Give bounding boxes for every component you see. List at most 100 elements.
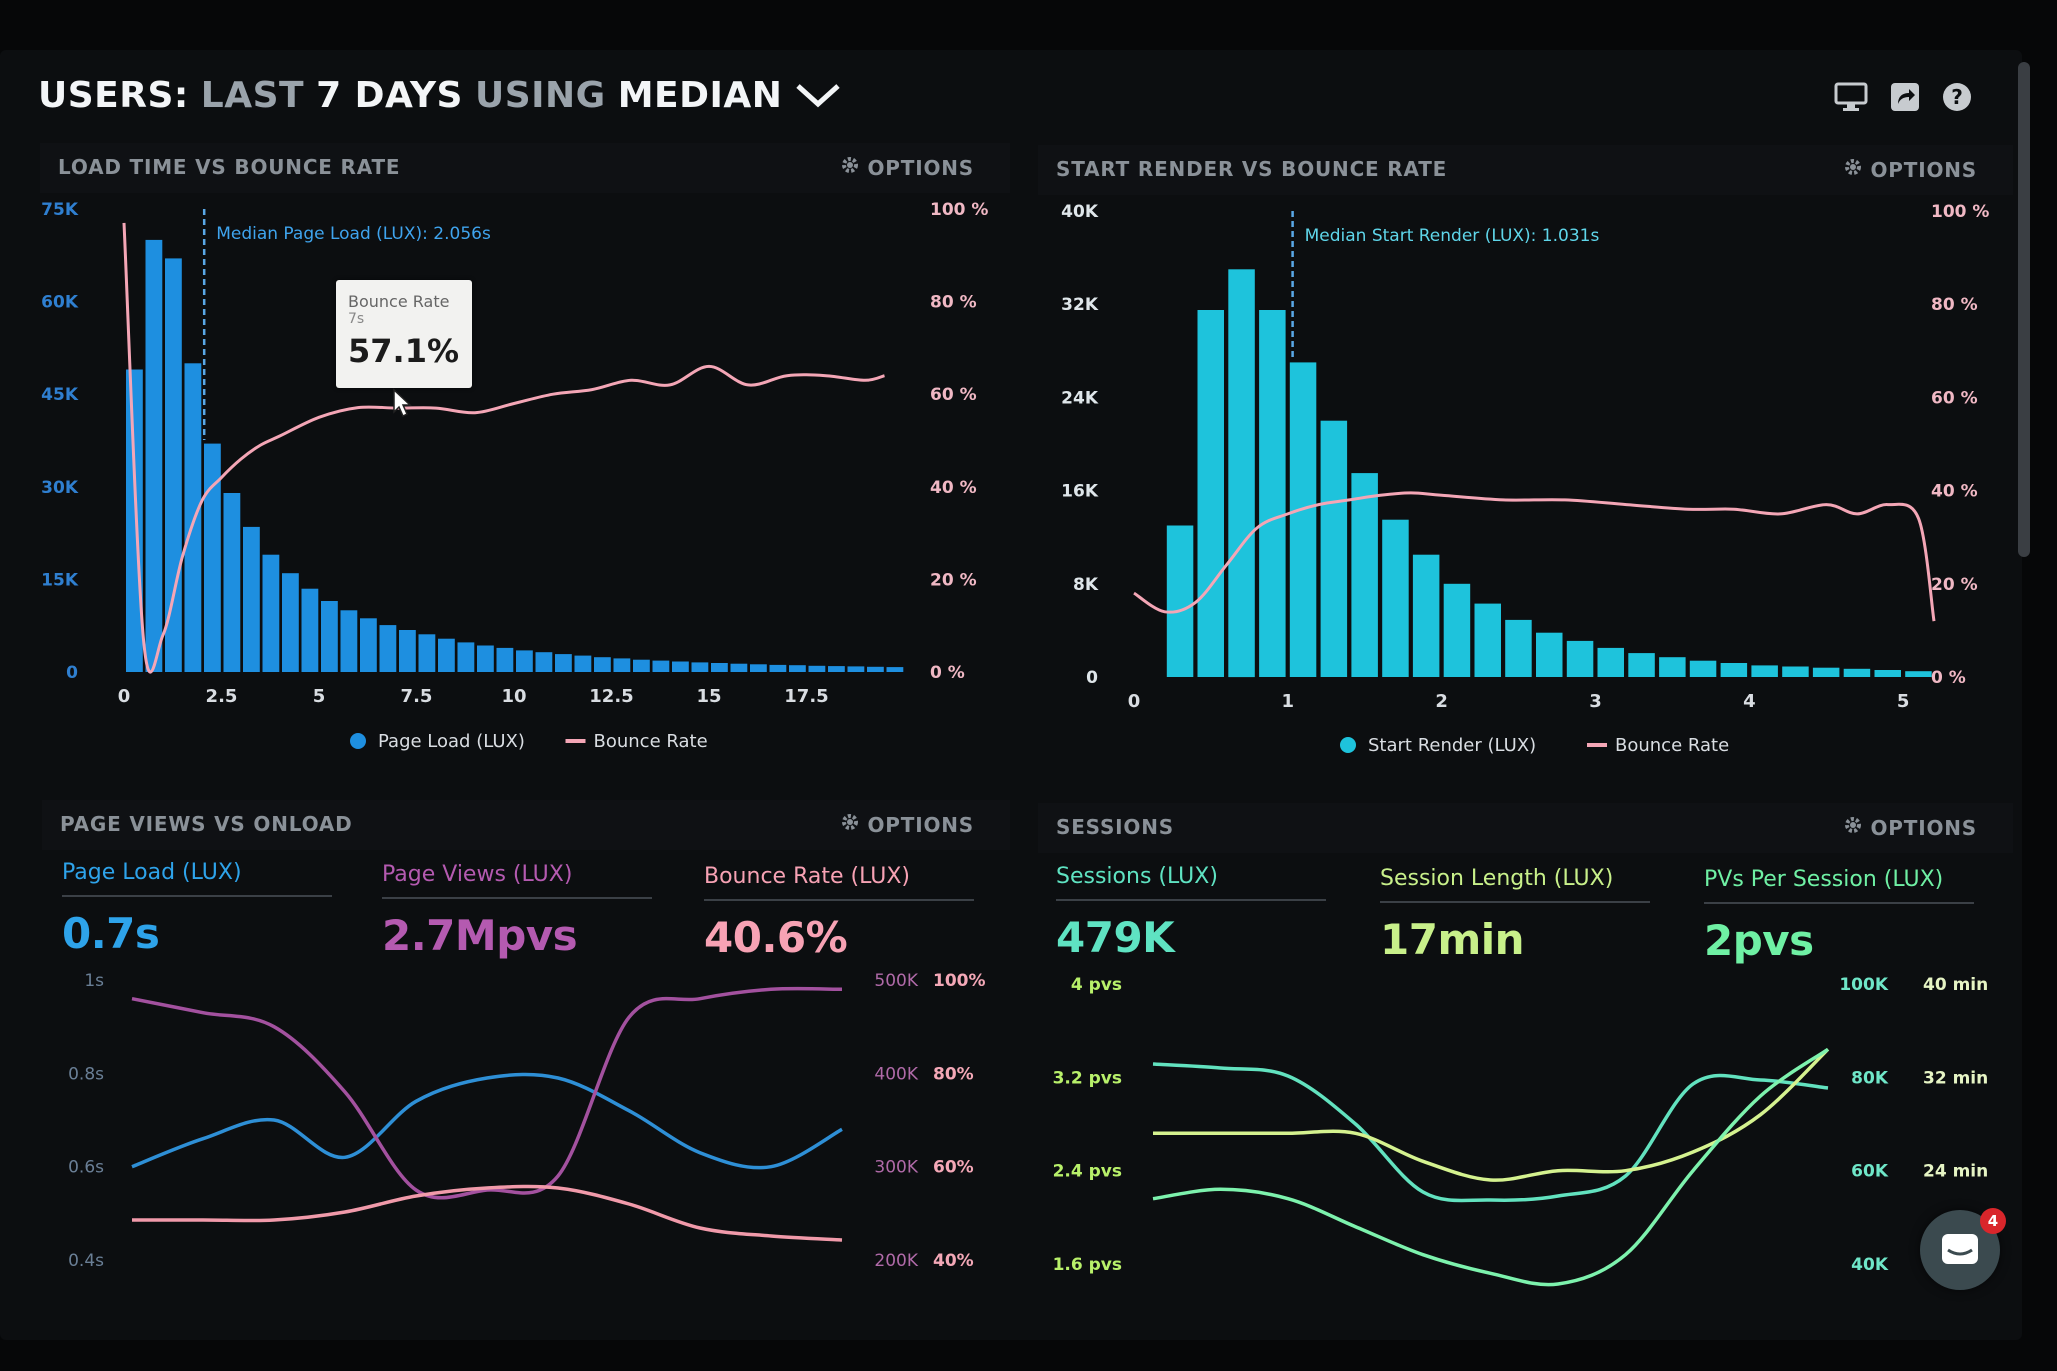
histogram-bar [1228,269,1255,678]
histogram-bar [496,647,514,672]
histogram-bar [418,634,436,672]
stat-session-length: Session Length (LUX) 17min [1380,866,1650,964]
y2-tick-label: 60 % [1931,388,1978,408]
help-icon[interactable]: ? [1942,82,1972,116]
histogram-bar [672,661,689,672]
x-tick-label: 4 [1743,691,1756,712]
x-tick-label: 12.5 [589,686,633,707]
histogram-bar [1382,519,1409,677]
histogram-bar [399,630,416,672]
options-button[interactable]: OPTIONS [840,812,975,837]
histogram-bar [1259,310,1286,677]
x-tick-label: 10 [501,686,526,707]
y-tick-label: 60K [1851,1162,1889,1182]
histogram-bar [1905,671,1932,677]
histogram-bar [750,664,767,672]
histogram-bar [204,443,221,672]
histogram-bar [243,526,260,672]
legend-label: Start Render (LUX) [1368,735,1536,756]
x-tick-label: 0 [1128,691,1141,712]
histogram-bar [535,652,553,672]
y-tick-label: 32 min [1923,1068,1988,1088]
series-line [1152,1047,1829,1287]
options-label: OPTIONS [1870,815,1977,840]
monitor-icon[interactable] [1834,82,1868,116]
y-tick-label: 16K [1061,482,1099,502]
top-toolbar: ? [1834,82,1972,116]
tooltip-value: 57.1% [348,332,460,370]
stat-label: Bounce Rate (LUX) [704,864,974,901]
y-tick-label: 0.4s [68,1251,104,1271]
title-period: LAST [200,74,305,116]
cursor-icon [393,388,412,418]
options-label: OPTIONS [867,155,974,180]
page-title[interactable]: USERS: LAST 7 DAYS USING MEDIAN [38,70,842,120]
panel-header: SESSIONS OPTIONS [1038,803,2013,853]
chart-page-views-onload: 1s 0.8s 0.6s 0.4s 500K 400K 300K 200K 100% 80% 60%… [68,971,986,1271]
stat-page-load: Page Load (LUX) 0.7s [62,860,332,958]
histogram-bar [1443,583,1471,677]
histogram-bar [457,642,475,672]
dashboard-screen [0,50,2022,1340]
histogram-bar [1536,632,1563,677]
histogram-bar [223,493,241,672]
histogram-bar [1874,670,1901,677]
histogram-bar [165,258,182,672]
chart-load-time-bounce: 0 15K 30K 45K 60K 75K 0 % 20 % 40 % 60 % 80 % 100 %… [41,200,988,752]
y-tick-label: 0.8s [68,1064,104,1084]
x-tick-label: 3 [1589,691,1602,712]
title-days: 7 DAYS [316,74,463,116]
x-tick-label: 17.5 [784,686,828,707]
y-tick-label: 2.4 pvs [1053,1162,1122,1182]
histogram-bar [730,663,748,672]
histogram-bar [1659,657,1686,677]
y-tick-label: 1.6 pvs [1053,1255,1122,1275]
scrollbar[interactable] [2018,62,2030,557]
options-button[interactable]: OPTIONS [1843,815,1978,840]
histogram-bar [828,666,845,672]
median-label: Median Page Load (LUX): 2.056s [216,224,491,244]
y-tick-label: 60% [933,1158,974,1178]
options-button[interactable]: OPTIONS [840,155,975,180]
histogram-bar [516,650,533,672]
histogram-bar [1782,666,1809,677]
chart-start-render-bounce: 0 8K 16K 24K 32K 40K 0 % 20 % 40 % 60 % 80 % 100 % 0… [1061,202,1989,756]
histogram-bar [789,665,806,672]
stat-pvs-per-session: PVs Per Session (LUX) 2pvs [1704,867,1974,965]
y-tick-label: 40% [933,1251,974,1271]
title-stat: MEDIAN [617,74,783,116]
series-line [1152,1062,1829,1203]
histogram-bar [711,663,728,672]
panel-page-views: PAGE VIEWS VS ONLOAD OPTIONS [42,800,1010,1320]
y-tick-label: 45K [41,385,79,405]
x-tick-label: 0 [118,686,131,707]
histogram-bar [1689,660,1717,677]
histogram-bar [652,660,670,672]
share-icon[interactable] [1890,82,1920,116]
x-tick-label: 15 [696,686,721,707]
median-label: Median Start Render (LUX): 1.031s [1305,226,1600,246]
gear-icon [840,812,860,837]
histogram-bar [594,657,611,672]
y2-tick-label: 40 % [1931,482,1978,502]
y-tick-label: 24K [1061,388,1099,408]
legend-label: Bounce Rate [1615,735,1729,756]
histogram-bar [808,665,826,672]
histogram-bar [438,638,455,672]
x-tick-label: 7.5 [401,686,433,707]
y-tick-label: 8K [1073,575,1099,595]
panel-header: LOAD TIME VS BOUNCE RATE OPTIONS [40,143,1010,193]
y-tick-label: 80% [933,1064,974,1084]
histogram-bar [1597,647,1624,677]
svg-text:?: ? [1951,85,1963,109]
options-button[interactable]: OPTIONS [1843,157,1978,182]
y-tick-label: 100% [933,971,986,991]
y2-tick-label: 100 % [1931,202,1989,222]
y-tick-label: 32K [1061,295,1099,315]
chevron-down-icon[interactable] [794,80,842,110]
options-label: OPTIONS [1870,157,1977,182]
stat-sessions: Sessions (LUX) 479K [1056,864,1326,962]
histogram-bar [1720,663,1748,677]
panel-header: PAGE VIEWS VS ONLOAD OPTIONS [42,800,1010,850]
y-tick-label: 15K [41,570,79,590]
